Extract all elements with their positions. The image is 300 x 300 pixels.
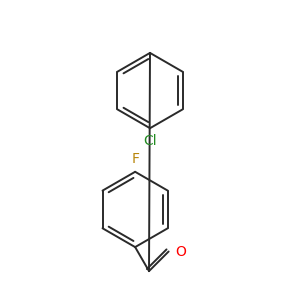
Text: F: F xyxy=(131,152,139,166)
Text: O: O xyxy=(176,244,186,259)
Text: Cl: Cl xyxy=(143,134,157,148)
